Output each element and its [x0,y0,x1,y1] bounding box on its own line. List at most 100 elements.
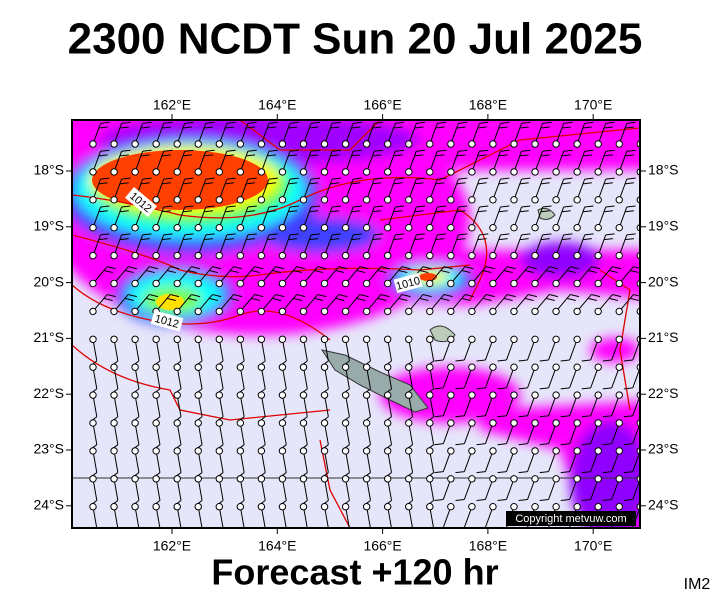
station [341,363,350,371]
barb-flag [103,297,113,301]
barb-flag [110,527,119,528]
lat-label: 22°S [648,385,679,401]
barb-staff [590,397,598,416]
barb-flag [191,266,201,270]
lon-label: 164°E [258,538,296,554]
barb-staff [388,178,396,198]
station [257,307,266,316]
barb-flag [359,294,369,298]
barb-staff [240,234,249,253]
barb-staff [514,123,522,142]
station [215,419,224,427]
barb-flag [267,210,277,213]
barb-flag [267,238,277,241]
barb-staff [387,425,393,445]
station [489,419,497,427]
barb-flag [648,203,657,209]
wind-barb [152,503,161,528]
barb-staff [599,266,613,282]
barb-flag [563,121,573,124]
barb-staff [240,178,249,198]
station [531,251,539,260]
barb-staff [484,369,493,389]
station [173,251,181,260]
barb-flag [89,527,98,528]
barb-staff [548,481,556,500]
station [552,251,560,260]
barb-flag [485,294,495,298]
station [426,168,434,176]
station [510,196,518,204]
wind-barb [384,266,411,288]
barb-flag [372,210,382,213]
barb-staff [177,397,182,417]
barb-staff [93,509,98,528]
wind-barb [215,121,236,148]
barb-staff [409,206,417,226]
barb-flag [374,177,384,180]
barb-staff [177,123,186,142]
barb-staff [515,266,529,282]
barb-flag [209,297,218,301]
wind-barb [299,177,320,204]
barb-flag [434,498,444,501]
station [236,140,245,148]
station [573,168,581,176]
station [257,391,266,399]
barb-flag [204,126,214,129]
wind-barb [447,294,474,316]
barb-staff [262,266,276,282]
station [89,475,97,483]
wind-barb [278,363,287,395]
corner-label: IM2 [684,576,711,593]
barb-flag [384,527,392,528]
barb-flag [100,205,110,208]
barb-flag [194,527,203,528]
barb-flag [633,294,640,298]
station [152,503,160,511]
station [636,530,644,538]
wind-barb [455,335,476,362]
wind-barb [581,419,602,446]
barb-flag [405,527,413,528]
station [552,475,560,483]
wind-barb [468,149,489,176]
station [447,363,455,371]
barb-flag [98,210,108,213]
station [573,503,581,511]
barb-staff [346,123,354,142]
barb-staff [346,178,354,198]
station [236,363,245,371]
barb-staff [632,425,640,444]
barb-flag [163,205,173,208]
barb-flag [563,177,573,180]
barb-flag [521,233,531,236]
barb-staff [408,370,414,389]
wind-barb [489,266,516,288]
station [110,251,118,260]
station [405,251,413,260]
barb-staff [177,234,186,253]
barb-flag [458,121,468,124]
barb-flag [542,149,552,152]
barb-flag [654,264,663,272]
station [110,279,118,288]
barb-flag [560,471,570,474]
station [299,279,308,288]
barb-staff [429,509,435,528]
barb-flag [605,121,615,124]
station [257,363,266,371]
wind-barb [299,419,308,451]
barb-staff [366,397,371,417]
lon-label: 170°E [574,538,612,554]
wind-barb [615,233,636,260]
barb-staff [535,234,544,253]
lon-label: 170°E [574,97,612,113]
barb-flag [560,387,570,390]
station [131,447,139,455]
barb-flag [561,210,571,213]
barb-staff [346,206,354,226]
wind-barb [299,121,320,148]
barb-staff [261,151,270,170]
barb-flag [356,297,366,301]
